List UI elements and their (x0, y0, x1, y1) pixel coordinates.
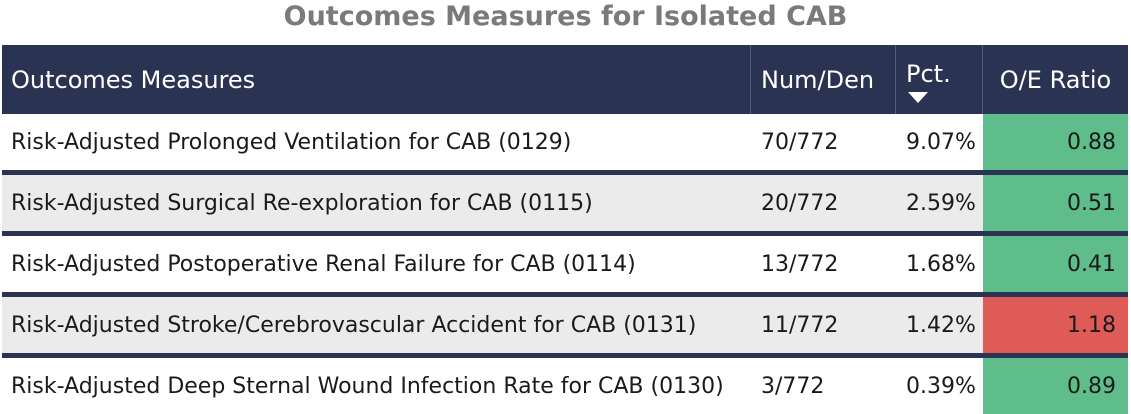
measure-cell: Risk-Adjusted Postoperative Renal Failur… (11, 251, 636, 277)
pct-cell: 0.39% (906, 373, 976, 399)
num-den-cell: 13/772 (761, 251, 839, 277)
outcomes-table: Outcomes Measures Num/Den Pct. O/E Ratio… (2, 45, 1128, 414)
num-den-cell: 20/772 (761, 190, 839, 216)
pct-cell: 1.42% (906, 312, 976, 338)
num-den-cell: 70/772 (761, 129, 839, 155)
pct-cell: 9.07% (906, 129, 976, 155)
page-title: Outcomes Measures for Isolated CAB (283, 1, 848, 32)
num-den-cell: 3/772 (761, 373, 825, 399)
table-row[interactable]: Risk-Adjusted Surgical Re-exploration fo… (2, 175, 1128, 231)
oe-ratio-cell: 0.89 (983, 358, 1128, 414)
column-header-oe-ratio[interactable]: O/E Ratio (999, 65, 1112, 94)
column-header-pct[interactable]: Pct. (896, 45, 983, 114)
row-divider (2, 231, 1128, 236)
oe-ratio-cell: 0.51 (983, 175, 1128, 231)
oe-ratio-cell: 1.18 (983, 297, 1128, 353)
column-header-num-den[interactable]: Num/Den (751, 45, 896, 114)
row-divider (2, 353, 1128, 358)
table-row[interactable]: Risk-Adjusted Deep Sternal Wound Infecti… (2, 358, 1128, 414)
table-header: Outcomes Measures Num/Den Pct. O/E Ratio (2, 45, 1128, 114)
sort-descending-icon[interactable] (908, 92, 928, 103)
oe-ratio-cell: 0.88 (983, 114, 1128, 170)
pct-cell: 2.59% (906, 190, 976, 216)
measure-cell: Risk-Adjusted Deep Sternal Wound Infecti… (11, 373, 724, 399)
measure-cell: Risk-Adjusted Surgical Re-exploration fo… (11, 190, 593, 216)
column-header-pct-label: Pct. (906, 60, 951, 88)
table-row[interactable]: Risk-Adjusted Stroke/Cerebrovascular Acc… (2, 297, 1128, 353)
column-header-measure[interactable]: Outcomes Measures (2, 45, 751, 114)
pct-cell: 1.68% (906, 251, 976, 277)
measure-cell: Risk-Adjusted Prolonged Ventilation for … (11, 129, 572, 155)
measure-cell: Risk-Adjusted Stroke/Cerebrovascular Acc… (11, 312, 697, 338)
row-divider (2, 170, 1128, 175)
table-row[interactable]: Risk-Adjusted Prolonged Ventilation for … (2, 114, 1128, 170)
table-row[interactable]: Risk-Adjusted Postoperative Renal Failur… (2, 236, 1128, 292)
oe-ratio-cell: 0.41 (983, 236, 1128, 292)
row-divider (2, 292, 1128, 297)
num-den-cell: 11/772 (761, 312, 839, 338)
